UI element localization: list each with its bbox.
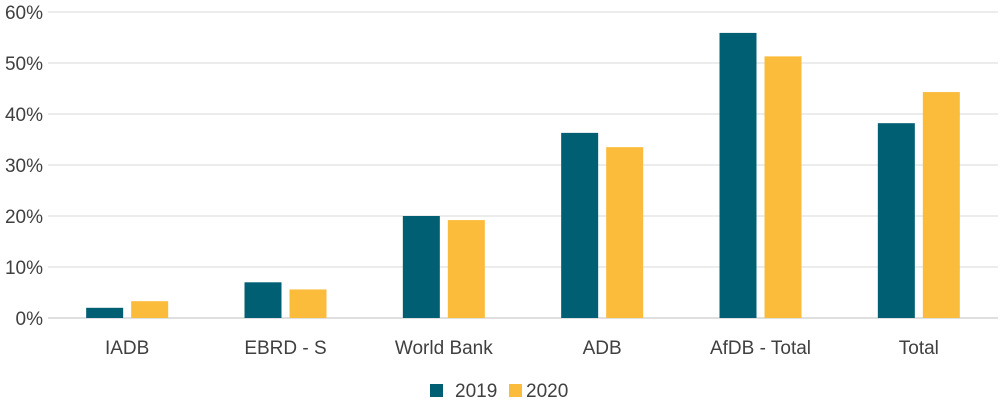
legend: 2019 2020 [430,381,568,402]
bar-2019-total [877,123,915,319]
x-axis: IADB EBRD - S World Bank ADB AfDB - Total Tot… [105,338,939,359]
x-category-label: AfDB - Total [710,338,811,359]
bar-2020-iadb [131,301,169,318]
legend-swatch-2019 [430,384,443,397]
legend-swatch-2020 [509,384,522,397]
bar-2020-ebrd-s [289,289,327,318]
x-category-label: EBRD - S [244,338,326,359]
legend-label-2019: 2019 [455,381,497,402]
y-tick-label: 60% [5,3,43,24]
y-tick-label: 50% [5,54,43,75]
bar-2020-total [922,92,960,318]
bar-2019-adb [561,132,599,318]
bar-2019-world-bank [402,216,440,318]
y-tick-label: 10% [5,258,43,279]
y-tick-label: 40% [5,105,43,126]
y-axis: 0% 10% 20% 30% 40% 50% 60% [5,3,43,330]
gridlines [48,11,998,319]
x-category-label: IADB [105,338,149,359]
legend-label-2020: 2020 [526,381,568,402]
x-category-label: World Bank [395,338,493,359]
y-tick-label: 20% [5,207,43,228]
bar-2019-afdb-total [719,32,757,318]
x-category-label: Total [899,338,939,359]
bars [86,32,960,319]
x-category-label: ADB [583,338,622,359]
bar-2020-world-bank [447,220,485,318]
y-tick-label: 0% [16,309,44,330]
bar-2019-ebrd-s [244,282,282,318]
bar-2019-iadb [86,307,124,318]
bar-2020-adb [606,147,644,318]
bar-2020-afdb-total [764,56,802,319]
y-tick-label: 30% [5,156,43,177]
